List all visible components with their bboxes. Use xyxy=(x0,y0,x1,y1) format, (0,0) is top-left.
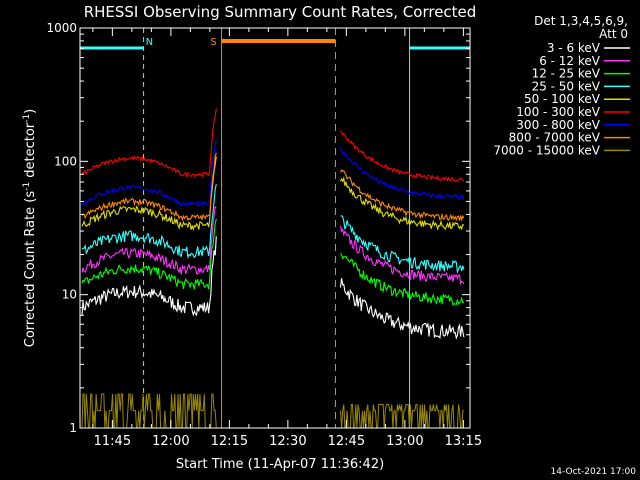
series-line xyxy=(81,108,217,179)
x-tick-label: 12:45 xyxy=(328,434,365,449)
series-line xyxy=(81,139,217,208)
x-tick-label: 12:00 xyxy=(152,434,189,449)
series-line xyxy=(81,218,217,290)
x-tick-label: 13:15 xyxy=(445,434,482,449)
y-tick-label: 1 xyxy=(69,421,77,435)
series-line xyxy=(340,252,464,307)
legend-entry-label: 300 - 800 keV xyxy=(516,118,600,132)
series-line xyxy=(81,183,217,260)
plot-frame xyxy=(79,27,471,429)
legend-entry-label: 7000 - 15000 keV xyxy=(493,143,600,157)
x-tick-label: 11:45 xyxy=(94,434,131,449)
y-tick-label: 10 xyxy=(62,288,77,302)
series-line xyxy=(340,176,465,231)
annotation-s: S xyxy=(210,37,216,48)
series-line xyxy=(81,156,217,232)
y-tick-label: 1000 xyxy=(46,21,77,35)
x-tick-label: 13:00 xyxy=(386,434,423,449)
legend-entry-label: 6 - 12 keV xyxy=(539,54,601,68)
legend-entry-label: 12 - 25 keV xyxy=(532,67,601,81)
footer-timestamp: 14-Oct-2021 17:00 xyxy=(551,467,637,477)
x-axis: 11:45 12:00 12:15 12:30 12:45 13:00 13:15 xyxy=(92,28,482,449)
series-line xyxy=(81,205,217,276)
x-axis-label: Start Time (11-Apr-07 11:36:42) xyxy=(176,457,384,472)
legend-title-line1: Det 1,3,4,5,6,9, xyxy=(534,14,628,28)
series-line xyxy=(339,146,465,200)
legend-entry-label: 50 - 100 keV xyxy=(524,92,601,106)
y-tick-label: 100 xyxy=(54,154,77,168)
legend-entry-label: 800 - 7000 keV xyxy=(509,131,601,145)
series-line xyxy=(81,393,217,429)
x-tick-label: 12:30 xyxy=(269,434,306,449)
y-axis: 1 10 100 1000 xyxy=(46,21,470,435)
y-axis-label: Corrected Count Rate (s-1 detector-1) xyxy=(22,109,38,347)
series-line xyxy=(81,152,217,222)
series-line xyxy=(340,130,464,183)
series-line xyxy=(339,225,465,286)
legend-entry-label: 100 - 300 keV xyxy=(516,105,600,119)
series-line xyxy=(81,236,217,317)
series-line xyxy=(339,278,465,340)
legend-title-line2: Att 0 xyxy=(599,27,628,41)
legend-entry-label: 25 - 50 keV xyxy=(532,79,601,93)
annotation-n: N xyxy=(146,37,153,48)
series-line xyxy=(340,404,464,429)
x-tick-label: 12:15 xyxy=(211,434,248,449)
series-line xyxy=(340,169,465,222)
chart-title: RHESSI Observing Summary Count Rates, Co… xyxy=(84,3,477,21)
series-line xyxy=(340,215,465,274)
legend-entry-label: 3 - 6 keV xyxy=(547,41,601,55)
